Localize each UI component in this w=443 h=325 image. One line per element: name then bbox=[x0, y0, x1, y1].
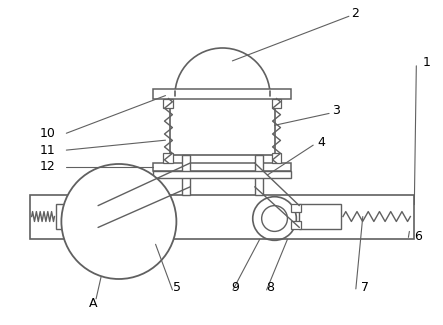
Text: 3: 3 bbox=[332, 104, 340, 117]
Bar bbox=[163, 153, 173, 163]
Text: 8: 8 bbox=[267, 281, 275, 294]
Text: A: A bbox=[89, 297, 97, 310]
Bar bbox=[291, 222, 301, 229]
Bar bbox=[96, 204, 106, 212]
Bar bbox=[183, 155, 190, 195]
Text: 11: 11 bbox=[39, 144, 55, 157]
Bar bbox=[291, 204, 301, 212]
Bar bbox=[272, 98, 281, 109]
Bar bbox=[152, 89, 291, 98]
Text: 12: 12 bbox=[39, 161, 55, 174]
Bar bbox=[56, 204, 98, 229]
Text: 2: 2 bbox=[351, 7, 359, 20]
Text: 6: 6 bbox=[414, 230, 422, 243]
Text: 7: 7 bbox=[361, 281, 369, 294]
Bar bbox=[272, 153, 281, 163]
Bar bbox=[30, 195, 414, 239]
Bar bbox=[255, 155, 263, 195]
Bar bbox=[152, 171, 291, 178]
Text: 10: 10 bbox=[39, 127, 55, 140]
Circle shape bbox=[62, 164, 176, 279]
Bar bbox=[163, 98, 173, 109]
Bar bbox=[171, 96, 275, 155]
Bar bbox=[152, 163, 291, 171]
Text: 4: 4 bbox=[317, 136, 325, 149]
Bar bbox=[299, 204, 341, 229]
Text: 1: 1 bbox=[422, 56, 430, 69]
Bar bbox=[96, 222, 106, 229]
Text: 5: 5 bbox=[173, 281, 181, 294]
Text: 9: 9 bbox=[231, 281, 239, 294]
